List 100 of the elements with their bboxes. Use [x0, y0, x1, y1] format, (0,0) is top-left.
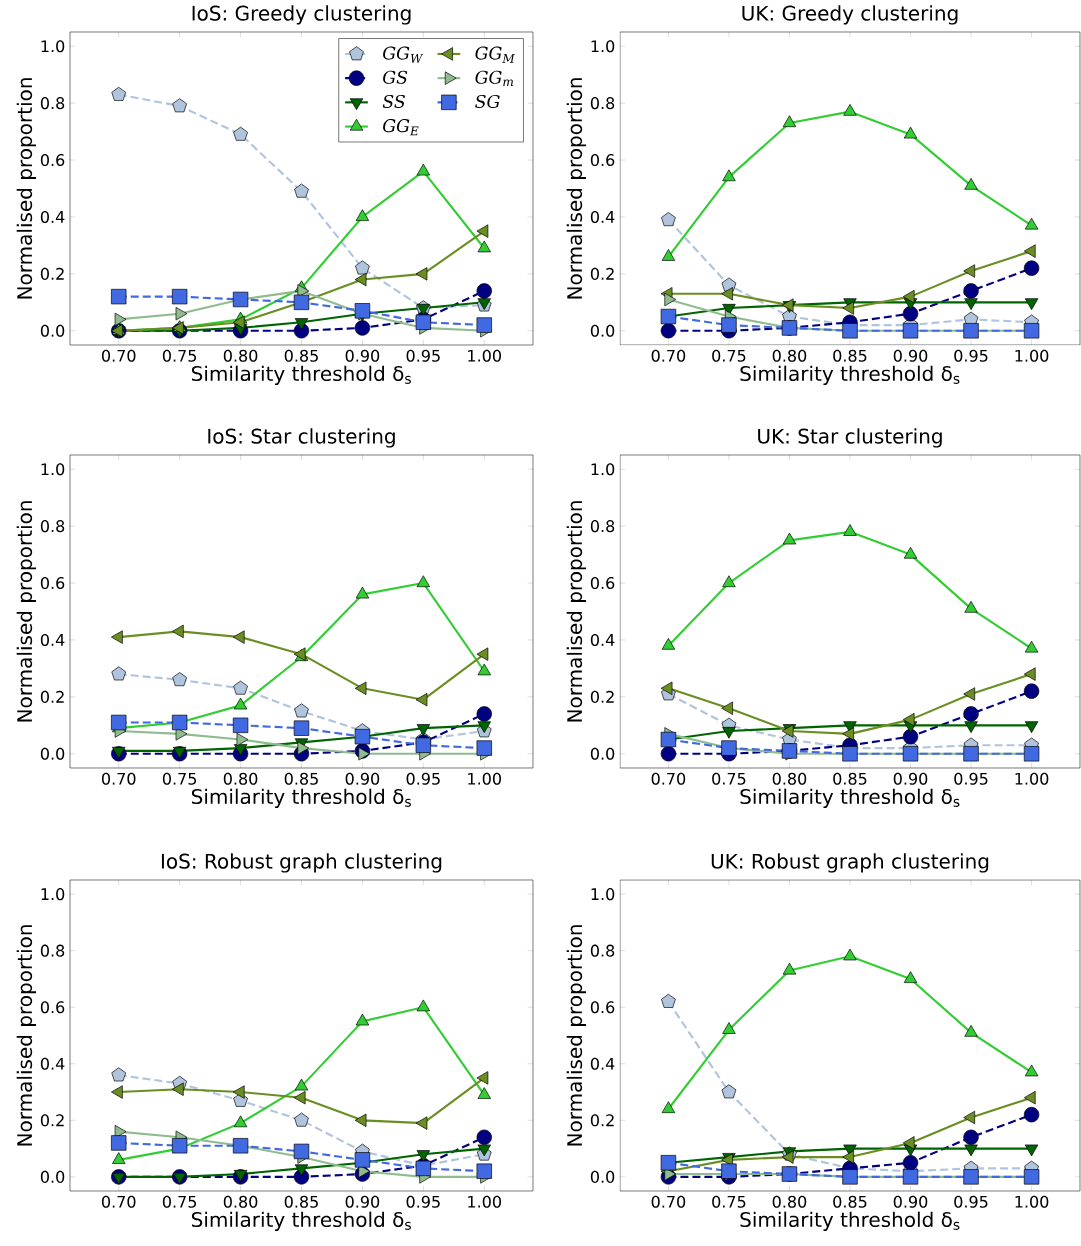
x-tick-label: 0.80: [223, 1195, 258, 1208]
chart-title: IoS: Star clustering: [208, 428, 395, 448]
x-tick-label: 0.85: [833, 772, 867, 785]
x-tick-label: 0.80: [772, 772, 807, 785]
x-tick-label: 0.95: [954, 1195, 988, 1208]
y-tick-label: 1.0: [591, 463, 615, 476]
x-tick-label: 0.90: [893, 1195, 928, 1208]
y-tick-label: 0.0: [40, 1170, 65, 1183]
y-tick-label: 0.0: [590, 324, 615, 337]
y-axis-title: Normalised proportion: [566, 925, 587, 1146]
y-tick-label: 0.2: [40, 1114, 64, 1127]
x-tick-label: 0.90: [345, 1195, 380, 1208]
y-tick-label: 1.0: [41, 888, 65, 901]
x-tick-label: 0.70: [651, 772, 686, 785]
y-tick-label: 0.2: [40, 690, 64, 703]
y-tick-label: 0.2: [40, 267, 64, 280]
y-tick-label: 0.0: [40, 324, 65, 337]
legend-label: SS: [382, 94, 405, 109]
x-tick-label: 1.00: [468, 1195, 501, 1208]
x-axis-title: Similarity threshold δ$_{s}$: [740, 1211, 960, 1231]
y-tick-label: 0.6: [40, 153, 65, 167]
y-tick-label: 1.0: [591, 40, 615, 53]
legend-label: SG: [475, 94, 500, 109]
x-tick-label: 0.75: [162, 772, 197, 785]
legend-label: GG$_{M}$: [475, 46, 516, 63]
x-tick-label: 0.95: [954, 772, 988, 785]
y-tick-label: 0.4: [40, 633, 65, 646]
x-tick-label: 0.85: [833, 349, 867, 362]
chart-title: IoS: Greedy clustering: [192, 5, 411, 25]
y-tick-label: 0.6: [590, 576, 615, 590]
x-tick-label: 0.95: [954, 349, 988, 362]
x-tick-label: 0.75: [712, 1195, 746, 1208]
chart-title: IoS: Robust graph clustering: [161, 853, 442, 873]
y-tick-label: 0.6: [40, 576, 65, 590]
y-tick-label: 0.0: [590, 1170, 615, 1183]
x-tick-label: 0.95: [406, 772, 440, 785]
y-tick-label: 0.2: [590, 1114, 614, 1127]
x-tick-label: 0.90: [345, 772, 380, 785]
x-tick-label: 0.85: [284, 349, 318, 362]
x-tick-label: 1.00: [1015, 1195, 1049, 1208]
x-tick-label: 0.85: [833, 1195, 867, 1208]
x-tick-label: 0.80: [772, 349, 807, 362]
x-axis-title: Similarity threshold δ$_{s}$: [191, 365, 411, 385]
y-axis-title: Normalised proportion: [16, 925, 37, 1146]
x-tick-label: 0.70: [651, 349, 686, 362]
y-tick-label: 0.0: [40, 747, 65, 760]
chart-title: UK: Star clustering: [758, 428, 942, 448]
x-tick-label: 0.80: [223, 349, 258, 362]
y-tick-label: 1.0: [41, 40, 65, 53]
x-axis-title: Similarity threshold δ$_{s}$: [740, 365, 960, 385]
y-tick-label: 0.4: [590, 1057, 615, 1070]
x-tick-label: 0.75: [712, 772, 746, 785]
x-tick-label: 0.75: [162, 349, 197, 362]
x-tick-label: 0.80: [772, 1195, 807, 1208]
y-tick-label: 0.4: [40, 210, 65, 223]
x-tick-label: 0.90: [893, 772, 928, 785]
y-tick-label: 0.4: [40, 1057, 65, 1070]
y-axis-title: Normalised proportion: [16, 78, 37, 299]
y-tick-label: 0.8: [40, 520, 65, 533]
y-tick-label: 0.4: [590, 210, 615, 223]
x-tick-label: 1.00: [1015, 772, 1049, 785]
x-tick-label: 0.90: [345, 349, 380, 362]
chart-title: UK: Robust graph clustering: [711, 853, 989, 873]
x-tick-label: 0.95: [406, 349, 440, 362]
x-tick-label: 0.85: [284, 1195, 318, 1208]
x-tick-label: 0.85: [284, 772, 318, 785]
y-tick-label: 0.8: [40, 944, 65, 957]
y-axis-title: Normalised proportion: [566, 78, 587, 299]
legend-label: GG$_{m}$: [475, 70, 514, 86]
y-tick-label: 0.6: [590, 1001, 615, 1014]
x-tick-label: 0.70: [101, 349, 136, 362]
y-tick-label: 1.0: [41, 463, 65, 476]
x-tick-label: 0.70: [101, 1195, 136, 1208]
y-tick-label: 1.0: [591, 888, 615, 901]
legend-label: GG$_{E}$: [383, 119, 419, 136]
x-tick-label: 0.90: [893, 349, 928, 362]
y-axis-title: Normalised proportion: [566, 501, 587, 722]
x-tick-label: 0.75: [162, 1195, 197, 1208]
x-tick-label: 1.00: [468, 349, 501, 362]
y-tick-label: 0.8: [590, 97, 615, 110]
y-tick-label: 0.2: [590, 690, 614, 703]
y-axis-title: Normalised proportion: [16, 501, 37, 722]
y-tick-label: 0.4: [590, 633, 615, 646]
y-tick-label: 0.8: [590, 944, 615, 957]
chart-title: UK: Greedy clustering: [742, 5, 958, 25]
y-tick-label: 0.6: [40, 1001, 65, 1014]
legend-label: GG$_{W}$: [383, 46, 424, 63]
y-tick-label: 0.6: [590, 153, 615, 167]
y-tick-label: 0.8: [590, 520, 615, 533]
x-tick-label: 0.95: [406, 1195, 440, 1208]
x-tick-label: 0.70: [651, 1195, 686, 1208]
x-tick-label: 1.00: [1015, 349, 1049, 362]
x-axis-title: Similarity threshold δ$_{s}$: [740, 788, 960, 808]
x-axis-title: Similarity threshold δ$_{s}$: [191, 1211, 411, 1231]
y-tick-label: 0.0: [590, 747, 615, 760]
x-tick-label: 0.75: [712, 349, 746, 362]
y-tick-label: 0.8: [40, 97, 65, 110]
x-tick-label: 1.00: [468, 772, 501, 785]
x-tick-label: 0.70: [101, 772, 136, 785]
x-tick-label: 0.80: [223, 772, 258, 785]
